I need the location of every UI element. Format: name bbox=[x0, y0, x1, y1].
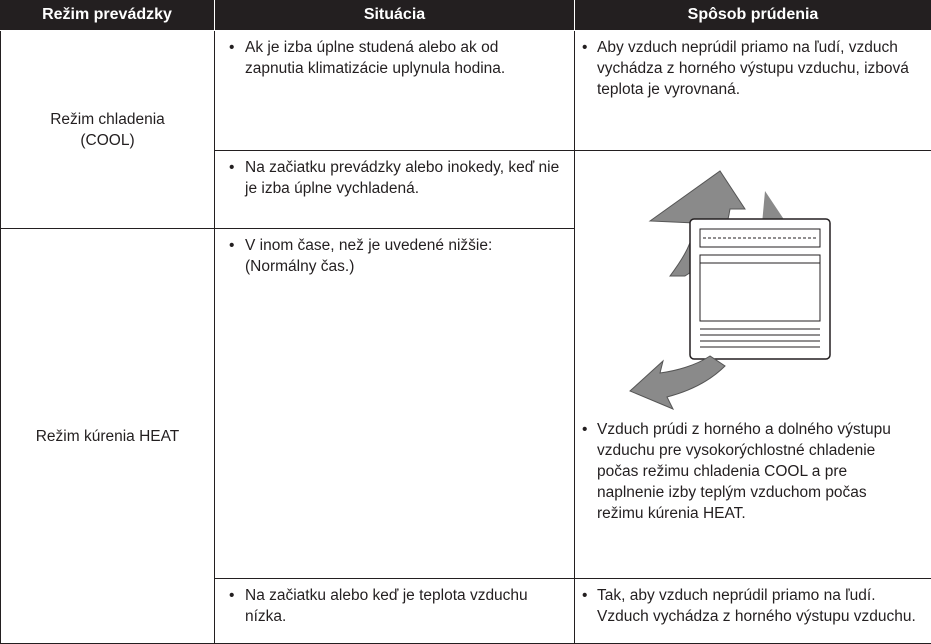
unit-illustration bbox=[629, 170, 831, 410]
mode-cell: Režim kúrenia HEAT bbox=[0, 229, 215, 644]
situation-cell: Ak je izba úplne studená alebo ak od zap… bbox=[215, 31, 575, 151]
situation-cell: Na začiatku prevádzky alebo inokedy, keď… bbox=[215, 151, 575, 229]
airflow-cell: Aby vzduch neprúdil priamo na ľudí, vzdu… bbox=[575, 31, 931, 151]
situation-cell: V inom čase, než je uvedené nižšie: (Nor… bbox=[215, 229, 575, 579]
mode-label: Režim kúrenia HEAT bbox=[35, 427, 180, 445]
airflow-cell: Tak, aby vzduch neprúdil priamo na ľudí.… bbox=[575, 579, 931, 644]
header-cell: Situácia bbox=[215, 0, 575, 31]
situation-cell: Na začiatku alebo keď je teplota vzduchu… bbox=[215, 579, 575, 644]
header-cell: Režim prevádzky bbox=[0, 0, 215, 31]
mode-label: Režim chladenia (COOL) bbox=[50, 110, 165, 149]
mode-cell: Režim chladenia (COOL) bbox=[0, 31, 215, 229]
airflow-cell: Vzduch prúdi z horného a dolného výstupu… bbox=[575, 151, 931, 579]
airflow-text: Vzduch prúdi z horného a dolného výstupu… bbox=[575, 413, 931, 524]
header-cell: Spôsob prúdenia bbox=[575, 0, 931, 31]
